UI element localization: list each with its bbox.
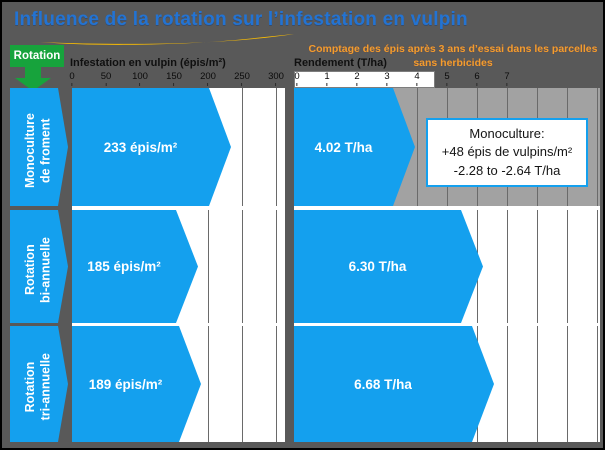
infestation-plot-area: 233 épis/m² 185 épis/m² 189 épis/m² [72, 88, 285, 442]
gridline [208, 88, 209, 442]
gridline [597, 88, 598, 442]
callout-line: Monoculture: [469, 126, 545, 141]
category-label: Monoculture de froment [23, 112, 53, 188]
axis-tick: 100 [132, 72, 148, 86]
gridline [242, 88, 243, 442]
bar-value-label: 189 épis/m² [88, 376, 163, 392]
callout-box: Monoculture: +48 épis de vulpins/m² -2.2… [426, 118, 588, 188]
title-underline-swoosh-icon [40, 34, 294, 45]
infestation-bar-bi-annuelle: 185 épis/m² [72, 210, 198, 323]
rotation-label: Rotation [10, 45, 64, 67]
bar-value-label: 4.02 T/ha [314, 139, 373, 155]
bar-value-label: 233 épis/m² [103, 139, 178, 155]
category-rotation-bi-annuelle: Rotation bi-annuelle [10, 210, 68, 323]
infestation-bar-tri-annuelle: 189 épis/m² [72, 326, 201, 442]
axis-tick: 6 [474, 72, 480, 86]
category-label: Rotation tri-annuelle [23, 353, 53, 421]
axis-title-infestation: Infestation en vulpin (épis/m²) [70, 57, 226, 69]
axis-tick: 4 [414, 72, 420, 86]
axis-ticks-rendement: 0 1 2 3 4 5 6 7 [294, 71, 600, 88]
page-title: Influence de la rotation sur l’infestati… [14, 9, 468, 30]
axis-tick: 0 [294, 72, 300, 86]
callout-line: +48 épis de vulpins/m² [441, 144, 573, 160]
row-separator [294, 206, 600, 210]
category-rotation-tri-annuelle: Rotation tri-annuelle [10, 326, 68, 442]
axis-tick: 3 [384, 72, 390, 86]
row-separator [72, 323, 285, 326]
row-separator [72, 206, 285, 210]
rendement-bar-monoculture: 4.02 T/ha [294, 88, 415, 206]
axis-tick: 5 [444, 72, 450, 86]
gridline [276, 88, 277, 442]
axis-tick: 0 [69, 72, 75, 86]
gridline [567, 88, 568, 442]
axis-tick: 2 [354, 72, 360, 86]
category-monoculture-froment: Monoculture de froment [10, 88, 68, 206]
axis-tick: 250 [234, 72, 250, 86]
callout-line: -2.28 to -2.64 T/ha [453, 162, 561, 178]
axis-tick: 300 [268, 72, 284, 86]
gridline [507, 88, 508, 442]
subtitle-note: Comptage des épis après 3 ans d’essai da… [308, 43, 598, 70]
axis-tick: 50 [101, 72, 111, 86]
axis-tick: 1 [324, 72, 330, 86]
bar-value-label: 185 épis/m² [87, 259, 161, 274]
axis-tick: 150 [166, 72, 182, 86]
infestation-bar-monoculture: 233 épis/m² [72, 88, 231, 206]
bar-value-label: 6.30 T/ha [348, 259, 407, 274]
axis-tick: 200 [200, 72, 216, 86]
rendement-bar-tri-annuelle: 6.68 T/ha [294, 326, 494, 442]
category-label: Rotation bi-annuelle [23, 236, 53, 303]
rotation-arrow-stem [25, 67, 41, 78]
axis-ticks-infestation: 0 50 100 150 200 250 300 [69, 71, 285, 88]
rotation-arrow-down-icon [15, 78, 51, 91]
row-separator [294, 323, 600, 326]
bar-value-label: 6.68 T/ha [354, 376, 412, 392]
gridline [537, 88, 538, 442]
axis-tick: 7 [504, 72, 510, 86]
axis-tick-white-box [294, 71, 435, 88]
axis-title-rendement: Rendement (T/ha) [294, 57, 387, 69]
rendement-bar-bi-annuelle: 6.30 T/ha [294, 210, 483, 323]
